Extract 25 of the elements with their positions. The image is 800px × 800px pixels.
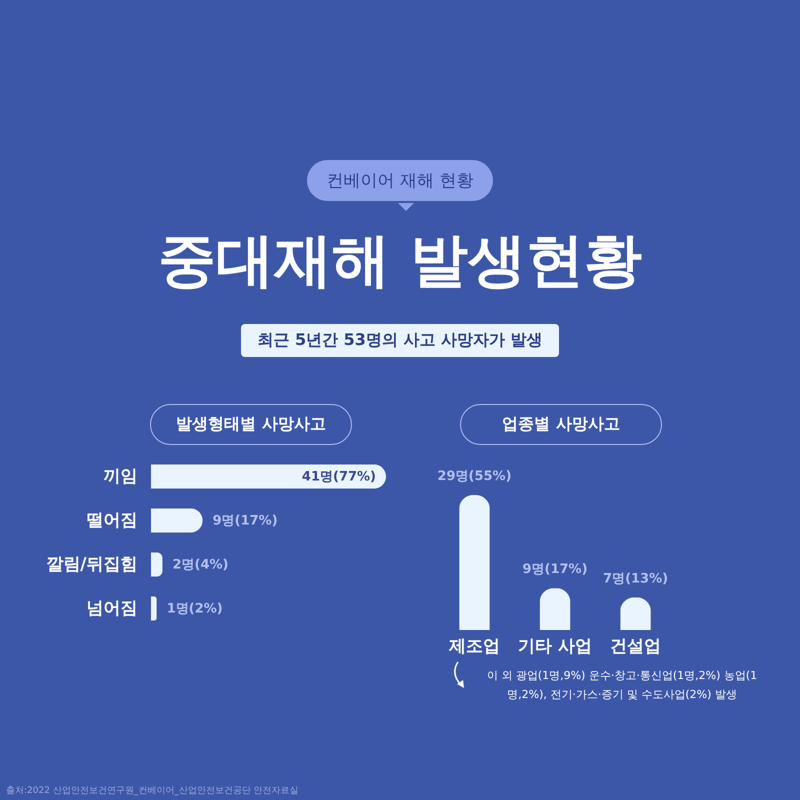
x-tick-label: 건설업 xyxy=(610,636,662,656)
chart-title: 업종별 사망사고 xyxy=(460,404,662,445)
y-tick-label: 깔림/뒤집힘 xyxy=(46,554,138,574)
x-tick-label: 제조업 xyxy=(448,636,500,656)
data-label: 29명(55%) xyxy=(437,469,512,484)
data-label: 9명(17%) xyxy=(212,514,278,528)
y-tick-label: 떨어짐 xyxy=(86,510,138,530)
x-tick-label: 기타 사업 xyxy=(518,636,592,656)
text: 컨베이어 재해 현황 xyxy=(306,160,494,201)
text: 최근 5년간 53명의 사고 사망자가 발생 xyxy=(241,324,559,357)
text: 중대재해 발생현황 xyxy=(156,225,644,296)
data-label: 2명(4%) xyxy=(172,558,228,572)
data-label: 41명(77%) xyxy=(302,470,376,484)
bar xyxy=(151,596,157,621)
data-label: 7명(13%) xyxy=(603,571,668,586)
bar xyxy=(151,464,386,489)
source-note: 출처:2022 산업안전보건연구원_컨베이어_산업안전보건공단 안전자료실 xyxy=(6,785,299,797)
y-tick-label: 끼임 xyxy=(104,466,138,486)
bar xyxy=(151,508,203,533)
y-tick-label: 넘어짐 xyxy=(86,598,138,618)
bar xyxy=(151,552,162,577)
data-label: 9명(17%) xyxy=(522,562,588,578)
data-label: 1명(2%) xyxy=(166,602,223,616)
text: 이 외 광업(1명,9%) 운수·창고·통신업(1명,2%) 농업(1명,2%), 전기·가스·증기 및 수도사업(2%) 발생 xyxy=(486,668,758,703)
chart-title: 발생형태별 사망사고 xyxy=(150,404,352,445)
